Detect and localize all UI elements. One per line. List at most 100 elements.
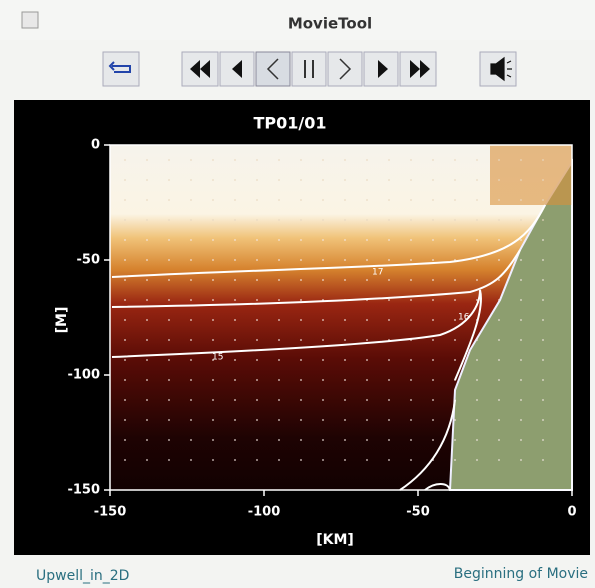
vector-dot: [388, 159, 390, 161]
vector-dot: [146, 219, 148, 221]
vector-dot: [190, 459, 192, 461]
vector-dot: [542, 259, 544, 261]
vector-dot: [168, 199, 170, 201]
vector-dot: [190, 419, 192, 421]
vector-dot: [410, 199, 412, 201]
vector-dot: [388, 259, 390, 261]
vector-dot: [520, 419, 522, 421]
vector-dot: [344, 339, 346, 341]
vector-dot: [454, 419, 456, 421]
vector-dot: [190, 159, 192, 161]
vector-dot: [278, 459, 280, 461]
vector-dot: [146, 179, 148, 181]
vector-dot: [256, 359, 258, 361]
vector-dot: [432, 299, 434, 301]
vector-dot: [124, 259, 126, 261]
vector-dot: [388, 439, 390, 441]
vector-dot: [366, 239, 368, 241]
close-button[interactable]: [21, 11, 39, 29]
vector-dot: [212, 419, 214, 421]
loop-button[interactable]: [102, 51, 140, 87]
vector-dot: [542, 359, 544, 361]
play-button[interactable]: [327, 51, 363, 87]
vector-dot: [124, 279, 126, 281]
vector-dot: [212, 219, 214, 221]
vector-dot: [146, 259, 148, 261]
contour-label: 16: [458, 313, 470, 323]
vector-dot: [520, 199, 522, 201]
step-back-icon: [232, 60, 242, 78]
vector-dot: [432, 399, 434, 401]
vector-dot: [498, 299, 500, 301]
vector-dot: [388, 279, 390, 281]
play-back-button[interactable]: [255, 51, 291, 87]
y-tick-label: 0: [91, 138, 100, 153]
vector-dot: [234, 339, 236, 341]
vector-dot: [300, 419, 302, 421]
velocity-vectors: [124, 159, 544, 461]
vector-dot: [410, 179, 412, 181]
vector-dot: [520, 159, 522, 161]
vector-dot: [190, 359, 192, 361]
vector-dot: [146, 439, 148, 441]
vector-dot: [388, 359, 390, 361]
vector-dot: [146, 339, 148, 341]
vector-dot: [212, 299, 214, 301]
vector-dot: [344, 359, 346, 361]
vector-dot: [256, 379, 258, 381]
vector-dot: [212, 339, 214, 341]
vector-dot: [520, 459, 522, 461]
vector-dot: [256, 219, 258, 221]
vector-dot: [300, 299, 302, 301]
vector-dot: [476, 379, 478, 381]
plot-frame: [109, 144, 573, 491]
vector-dot: [322, 239, 324, 241]
vector-dot: [124, 199, 126, 201]
vector-dot: [234, 159, 236, 161]
vector-dot: [476, 339, 478, 341]
vector-dot: [124, 239, 126, 241]
vector-dot: [542, 279, 544, 281]
vector-dot: [366, 159, 368, 161]
vector-dot: [388, 459, 390, 461]
vector-dot: [234, 419, 236, 421]
pause-button[interactable]: [291, 51, 327, 87]
vector-dot: [542, 399, 544, 401]
vector-dot: [168, 399, 170, 401]
play-icon: [339, 58, 352, 80]
vector-dot: [300, 379, 302, 381]
vector-dot: [498, 219, 500, 221]
vector-dot: [146, 379, 148, 381]
vector-dot: [212, 259, 214, 261]
vector-dot: [234, 459, 236, 461]
x-tick-label: -100: [248, 505, 281, 520]
vector-dot: [388, 319, 390, 321]
vector-dot: [146, 159, 148, 161]
vector-dot: [168, 439, 170, 441]
vector-dot: [234, 319, 236, 321]
vector-dot: [366, 459, 368, 461]
rewind-icon: [190, 60, 210, 78]
vector-dot: [256, 199, 258, 201]
vector-dot: [168, 379, 170, 381]
vector-dot: [388, 199, 390, 201]
vector-dot: [300, 279, 302, 281]
warm-patch: [490, 145, 572, 205]
vector-dot: [410, 159, 412, 161]
vector-dot: [278, 179, 280, 181]
vector-dot: [520, 299, 522, 301]
vector-dot: [366, 279, 368, 281]
vector-dot: [234, 259, 236, 261]
vector-dot: [476, 179, 478, 181]
vector-dot: [498, 319, 500, 321]
play-back-icon: [266, 58, 279, 80]
vector-dot: [322, 339, 324, 341]
x-tick-label: 0: [567, 505, 576, 520]
vector-dot: [476, 199, 478, 201]
vector-dot: [498, 239, 500, 241]
vector-dot: [344, 199, 346, 201]
vector-dot: [278, 439, 280, 441]
vector-dot: [366, 319, 368, 321]
status-left: Upwell_in_2D: [36, 568, 129, 584]
vector-dot: [366, 179, 368, 181]
